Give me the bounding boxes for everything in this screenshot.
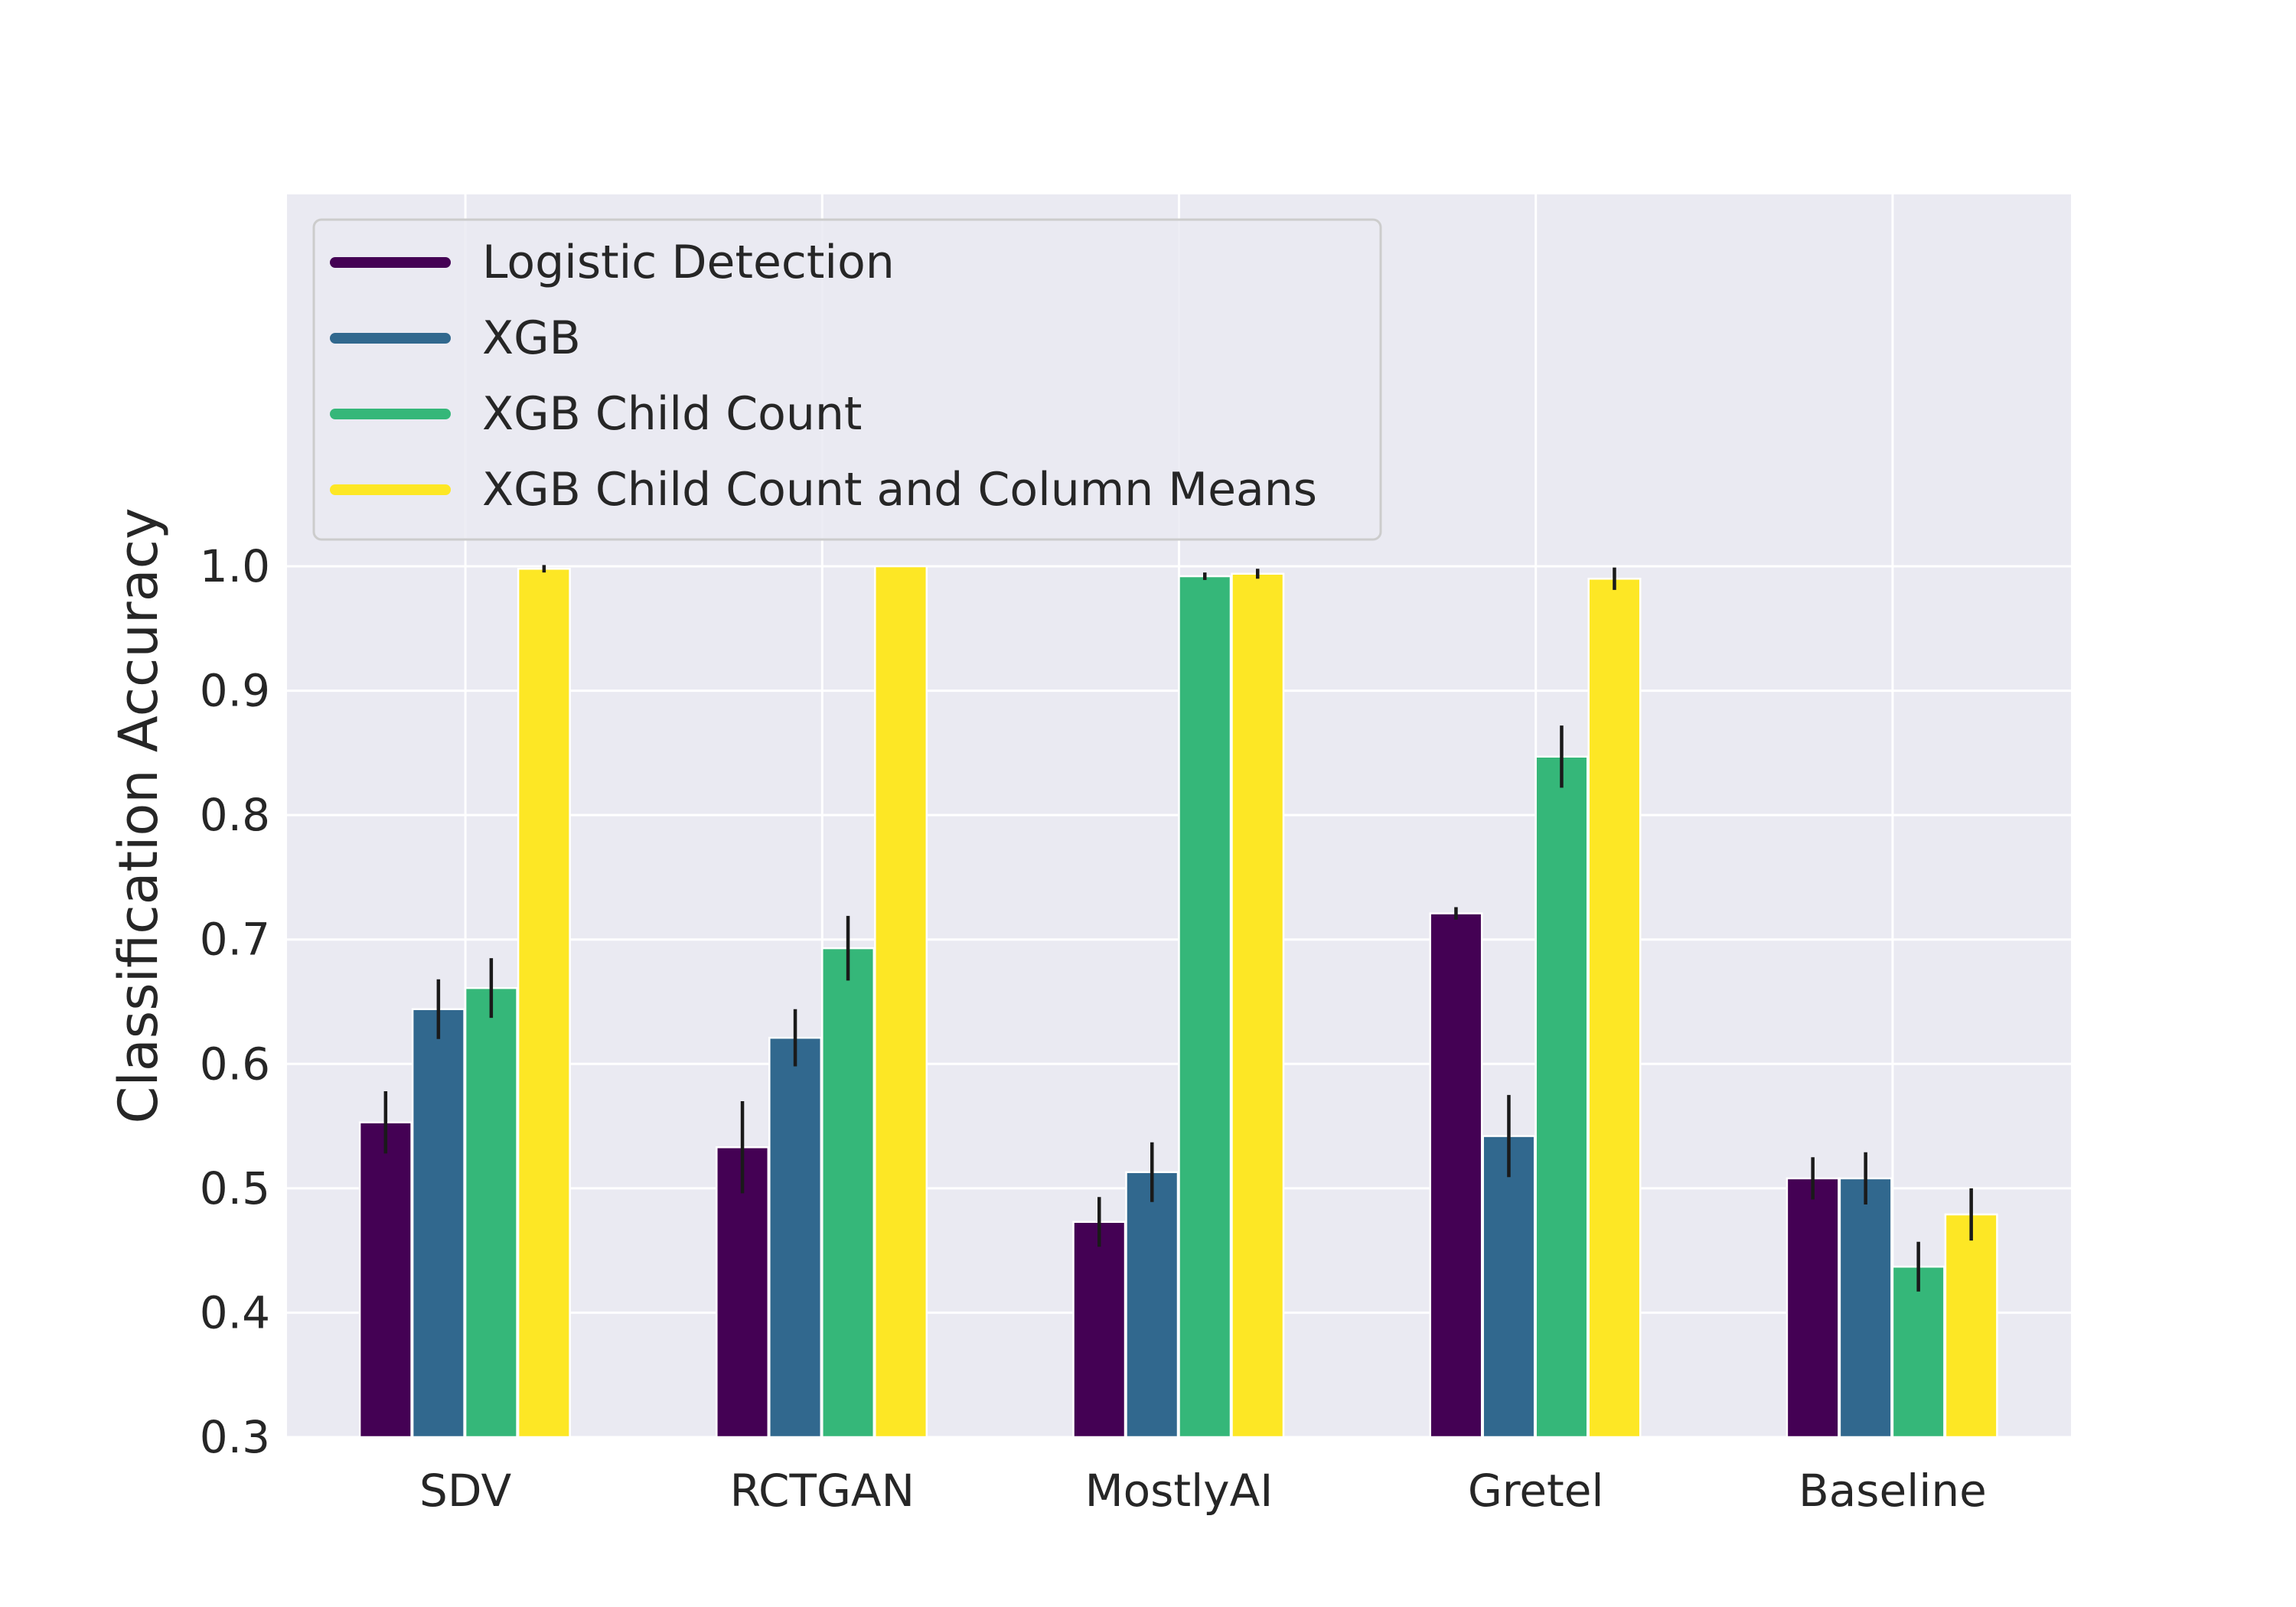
legend-label: XGB Child Count and Column Means: [482, 463, 1317, 517]
legend-label: XGB: [482, 311, 581, 365]
y-axis-ticks: 0.3 0.4 0.5 0.6 0.7 0.8 0.9 1.0: [200, 540, 270, 1463]
y-tick-label: 1.0: [200, 540, 270, 592]
x-tick-label: Baseline: [1799, 1465, 1987, 1517]
legend-box: [312, 218, 1382, 541]
bar: [1944, 1213, 1998, 1439]
bar: [517, 568, 571, 1439]
bar: [1072, 1221, 1127, 1439]
bar: [1482, 1135, 1536, 1439]
bar: [716, 1146, 770, 1439]
legend-label: Logistic Detection: [482, 236, 895, 289]
y-tick-label: 0.6: [200, 1038, 270, 1090]
y-tick-label: 0.3: [200, 1411, 270, 1463]
y-tick-label: 0.7: [200, 914, 270, 966]
x-tick-label: RCTGAN: [730, 1465, 915, 1517]
bar: [1786, 1177, 1840, 1439]
bar: [821, 947, 876, 1439]
y-tick-label: 0.5: [200, 1162, 270, 1214]
bar: [464, 986, 518, 1439]
bar: [1231, 572, 1285, 1439]
y-tick-label: 0.4: [200, 1286, 270, 1338]
bar: [1125, 1171, 1179, 1439]
x-tick-label: Gretel: [1468, 1465, 1604, 1517]
bars: [358, 565, 1998, 1439]
bar: [874, 565, 928, 1439]
bar: [358, 1121, 413, 1439]
bar: [1587, 578, 1642, 1439]
x-axis-ticks: SDV RCTGAN MostlyAI Gretel Baseline: [419, 1465, 1987, 1517]
bar: [768, 1036, 823, 1439]
bar: [1891, 1266, 1945, 1439]
legend: Logistic Detection XGB XGB Child Count XGB …: [312, 218, 1382, 541]
legend-label: XGB Child Count: [482, 387, 862, 441]
bar: [1429, 912, 1483, 1439]
error-bars: [383, 565, 1973, 1292]
y-tick-label: 0.8: [200, 789, 270, 841]
bar: [1178, 575, 1232, 1439]
x-tick-label: SDV: [419, 1465, 511, 1517]
x-tick-label: MostlyAI: [1085, 1465, 1274, 1517]
y-tick-label: 0.9: [200, 665, 270, 717]
bar: [1838, 1177, 1893, 1439]
bar: [411, 1008, 465, 1439]
y-axis-label: Classification Accuracy: [107, 508, 170, 1124]
bar: [1534, 755, 1589, 1439]
